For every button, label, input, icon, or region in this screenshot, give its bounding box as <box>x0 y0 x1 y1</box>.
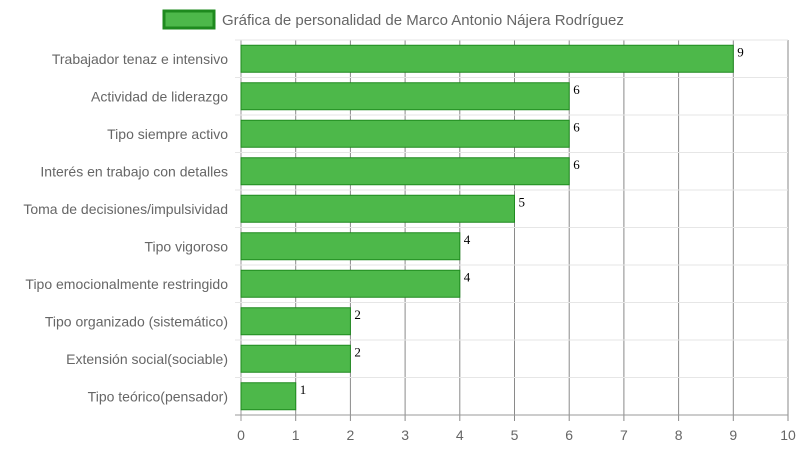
value-label: 4 <box>464 232 471 247</box>
x-tick-label: 8 <box>675 427 683 443</box>
x-tick-label: 7 <box>620 427 628 443</box>
bar[interactable] <box>240 44 734 73</box>
value-label: 6 <box>573 119 580 134</box>
x-axis-ticks: 0 1 2 3 4 5 6 7 8 9 10 <box>237 427 796 443</box>
value-label: 2 <box>354 344 361 359</box>
x-tick-label: 6 <box>565 427 573 443</box>
category-labels: Trabajador tenaz e intensivo Actividad de… <box>23 51 228 405</box>
category-label: Tipo teórico(pensador) <box>88 388 228 404</box>
category-label: Interés en trabajo con detalles <box>40 163 228 179</box>
category-label: Trabajador tenaz e intensivo <box>52 51 228 67</box>
x-tick-label: 1 <box>292 427 300 443</box>
value-label: 6 <box>573 157 580 172</box>
bar[interactable] <box>240 119 570 148</box>
legend: Gráfica de personalidad de Marco Antonio… <box>162 9 624 30</box>
value-label: 5 <box>519 194 526 209</box>
value-label: 2 <box>354 307 361 322</box>
value-label: 4 <box>464 269 471 284</box>
bar[interactable] <box>240 307 351 336</box>
x-tick-label: 0 <box>237 427 245 443</box>
bar[interactable] <box>240 82 570 111</box>
category-label: Tipo vigoroso <box>144 238 228 254</box>
category-label: Tipo emocionalmente restringido <box>25 276 228 292</box>
category-label: Actividad de liderazgo <box>91 88 228 104</box>
bar[interactable] <box>240 269 461 298</box>
bar[interactable] <box>240 157 570 186</box>
x-tick-label: 10 <box>780 427 796 443</box>
category-label: Tipo organizado (sistemático) <box>45 313 228 329</box>
value-label: 6 <box>573 82 580 97</box>
bar[interactable] <box>240 344 351 373</box>
x-tick-label: 3 <box>401 427 409 443</box>
legend-swatch[interactable] <box>162 9 216 30</box>
x-tick-label: 2 <box>347 427 355 443</box>
value-labels: 9 6 6 6 5 4 4 2 2 1 <box>300 44 744 397</box>
category-label: Toma de decisiones/impulsividad <box>23 201 228 217</box>
value-label: 1 <box>300 382 307 397</box>
bars <box>240 44 734 411</box>
category-label: Extensión social(sociable) <box>66 351 228 367</box>
legend-label: Gráfica de personalidad de Marco Antonio… <box>222 12 624 29</box>
x-tick-label: 4 <box>456 427 464 443</box>
bar[interactable] <box>240 194 515 223</box>
bar[interactable] <box>240 382 297 411</box>
category-label: Tipo siempre activo <box>107 126 228 142</box>
x-tick-label: 9 <box>729 427 737 443</box>
value-label: 9 <box>737 44 744 59</box>
bar[interactable] <box>240 232 461 261</box>
x-tick-label: 5 <box>511 427 519 443</box>
